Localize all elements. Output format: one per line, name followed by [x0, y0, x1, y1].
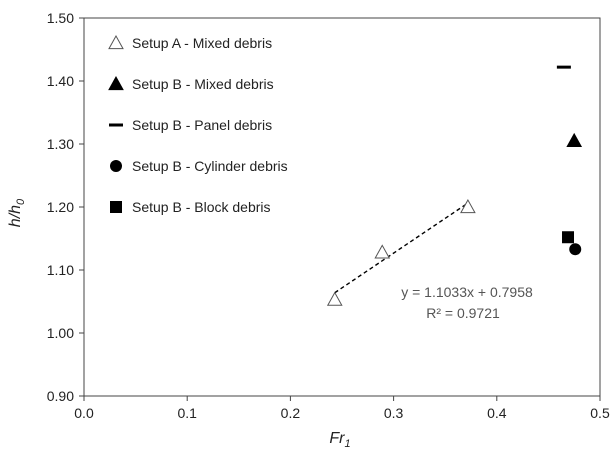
- y-axis-title: h/h0: [7, 198, 27, 227]
- x-tick-label: 0.4: [487, 405, 507, 421]
- data-point-series-0: [326, 291, 343, 306]
- legend-marker-3: [110, 160, 122, 172]
- regression-r-squared: R² = 0.9721: [426, 305, 500, 321]
- legend-label-0: Setup A - Mixed debris: [132, 35, 272, 51]
- legend: Setup A - Mixed debris Setup B - Mixed de…: [108, 34, 288, 215]
- x-axis-title-subscript: 1: [344, 438, 350, 450]
- linear-trendline: [334, 202, 469, 294]
- legend-label-4: Setup B - Block debris: [132, 199, 271, 215]
- y-axis-title-main: h/h: [7, 205, 24, 227]
- y-tick-label: 1.00: [47, 325, 74, 341]
- x-tick-label: 0.2: [281, 405, 301, 421]
- legend-marker-2: [109, 123, 123, 127]
- y-tick-label: 1.20: [47, 199, 74, 215]
- y-tick-label: 1.40: [47, 73, 74, 89]
- y-tick-label: 1.30: [47, 136, 74, 152]
- x-axis-title: Fr1: [329, 430, 350, 450]
- legend-marker-1: [108, 75, 124, 91]
- legend-label-1: Setup B - Mixed debris: [132, 76, 274, 92]
- regression-equation: y = 1.1033x + 0.7958: [401, 284, 533, 300]
- data-point-series-3: [569, 243, 582, 256]
- tick-labels: 0.0 0.1 0.2 0.3 0.4 0.5 0.90 1.00 1.10 1.20 1.30 1.…: [47, 10, 610, 421]
- y-tick-label: 0.90: [47, 388, 74, 404]
- x-tick-label: 0.0: [74, 405, 94, 421]
- axis-titles: Fr1 h/h0: [7, 198, 351, 450]
- trendline-layer: [334, 202, 469, 294]
- data-point-series-2: [556, 65, 571, 69]
- x-axis-title-main: Fr: [329, 430, 345, 447]
- data-points: [326, 65, 583, 306]
- data-point-series-4: [562, 231, 575, 244]
- x-tick-label: 0.3: [384, 405, 404, 421]
- regression-annotation: y = 1.1033x + 0.7958 R² = 0.9721: [401, 284, 533, 321]
- y-axis-title-subscript: 0: [15, 198, 27, 205]
- data-point-series-1: [566, 132, 583, 147]
- legend-label-3: Setup B - Cylinder debris: [132, 158, 288, 174]
- x-tick-label: 0.1: [177, 405, 197, 421]
- y-tick-label: 1.10: [47, 262, 74, 278]
- legend-marker-4: [110, 201, 122, 213]
- legend-label-2: Setup B - Panel debris: [132, 117, 272, 133]
- data-point-series-0: [374, 244, 391, 259]
- y-tick-label: 1.50: [47, 10, 74, 26]
- x-tick-label: 0.5: [590, 405, 610, 421]
- data-point-series-0: [460, 198, 476, 214]
- legend-marker-0: [108, 34, 124, 50]
